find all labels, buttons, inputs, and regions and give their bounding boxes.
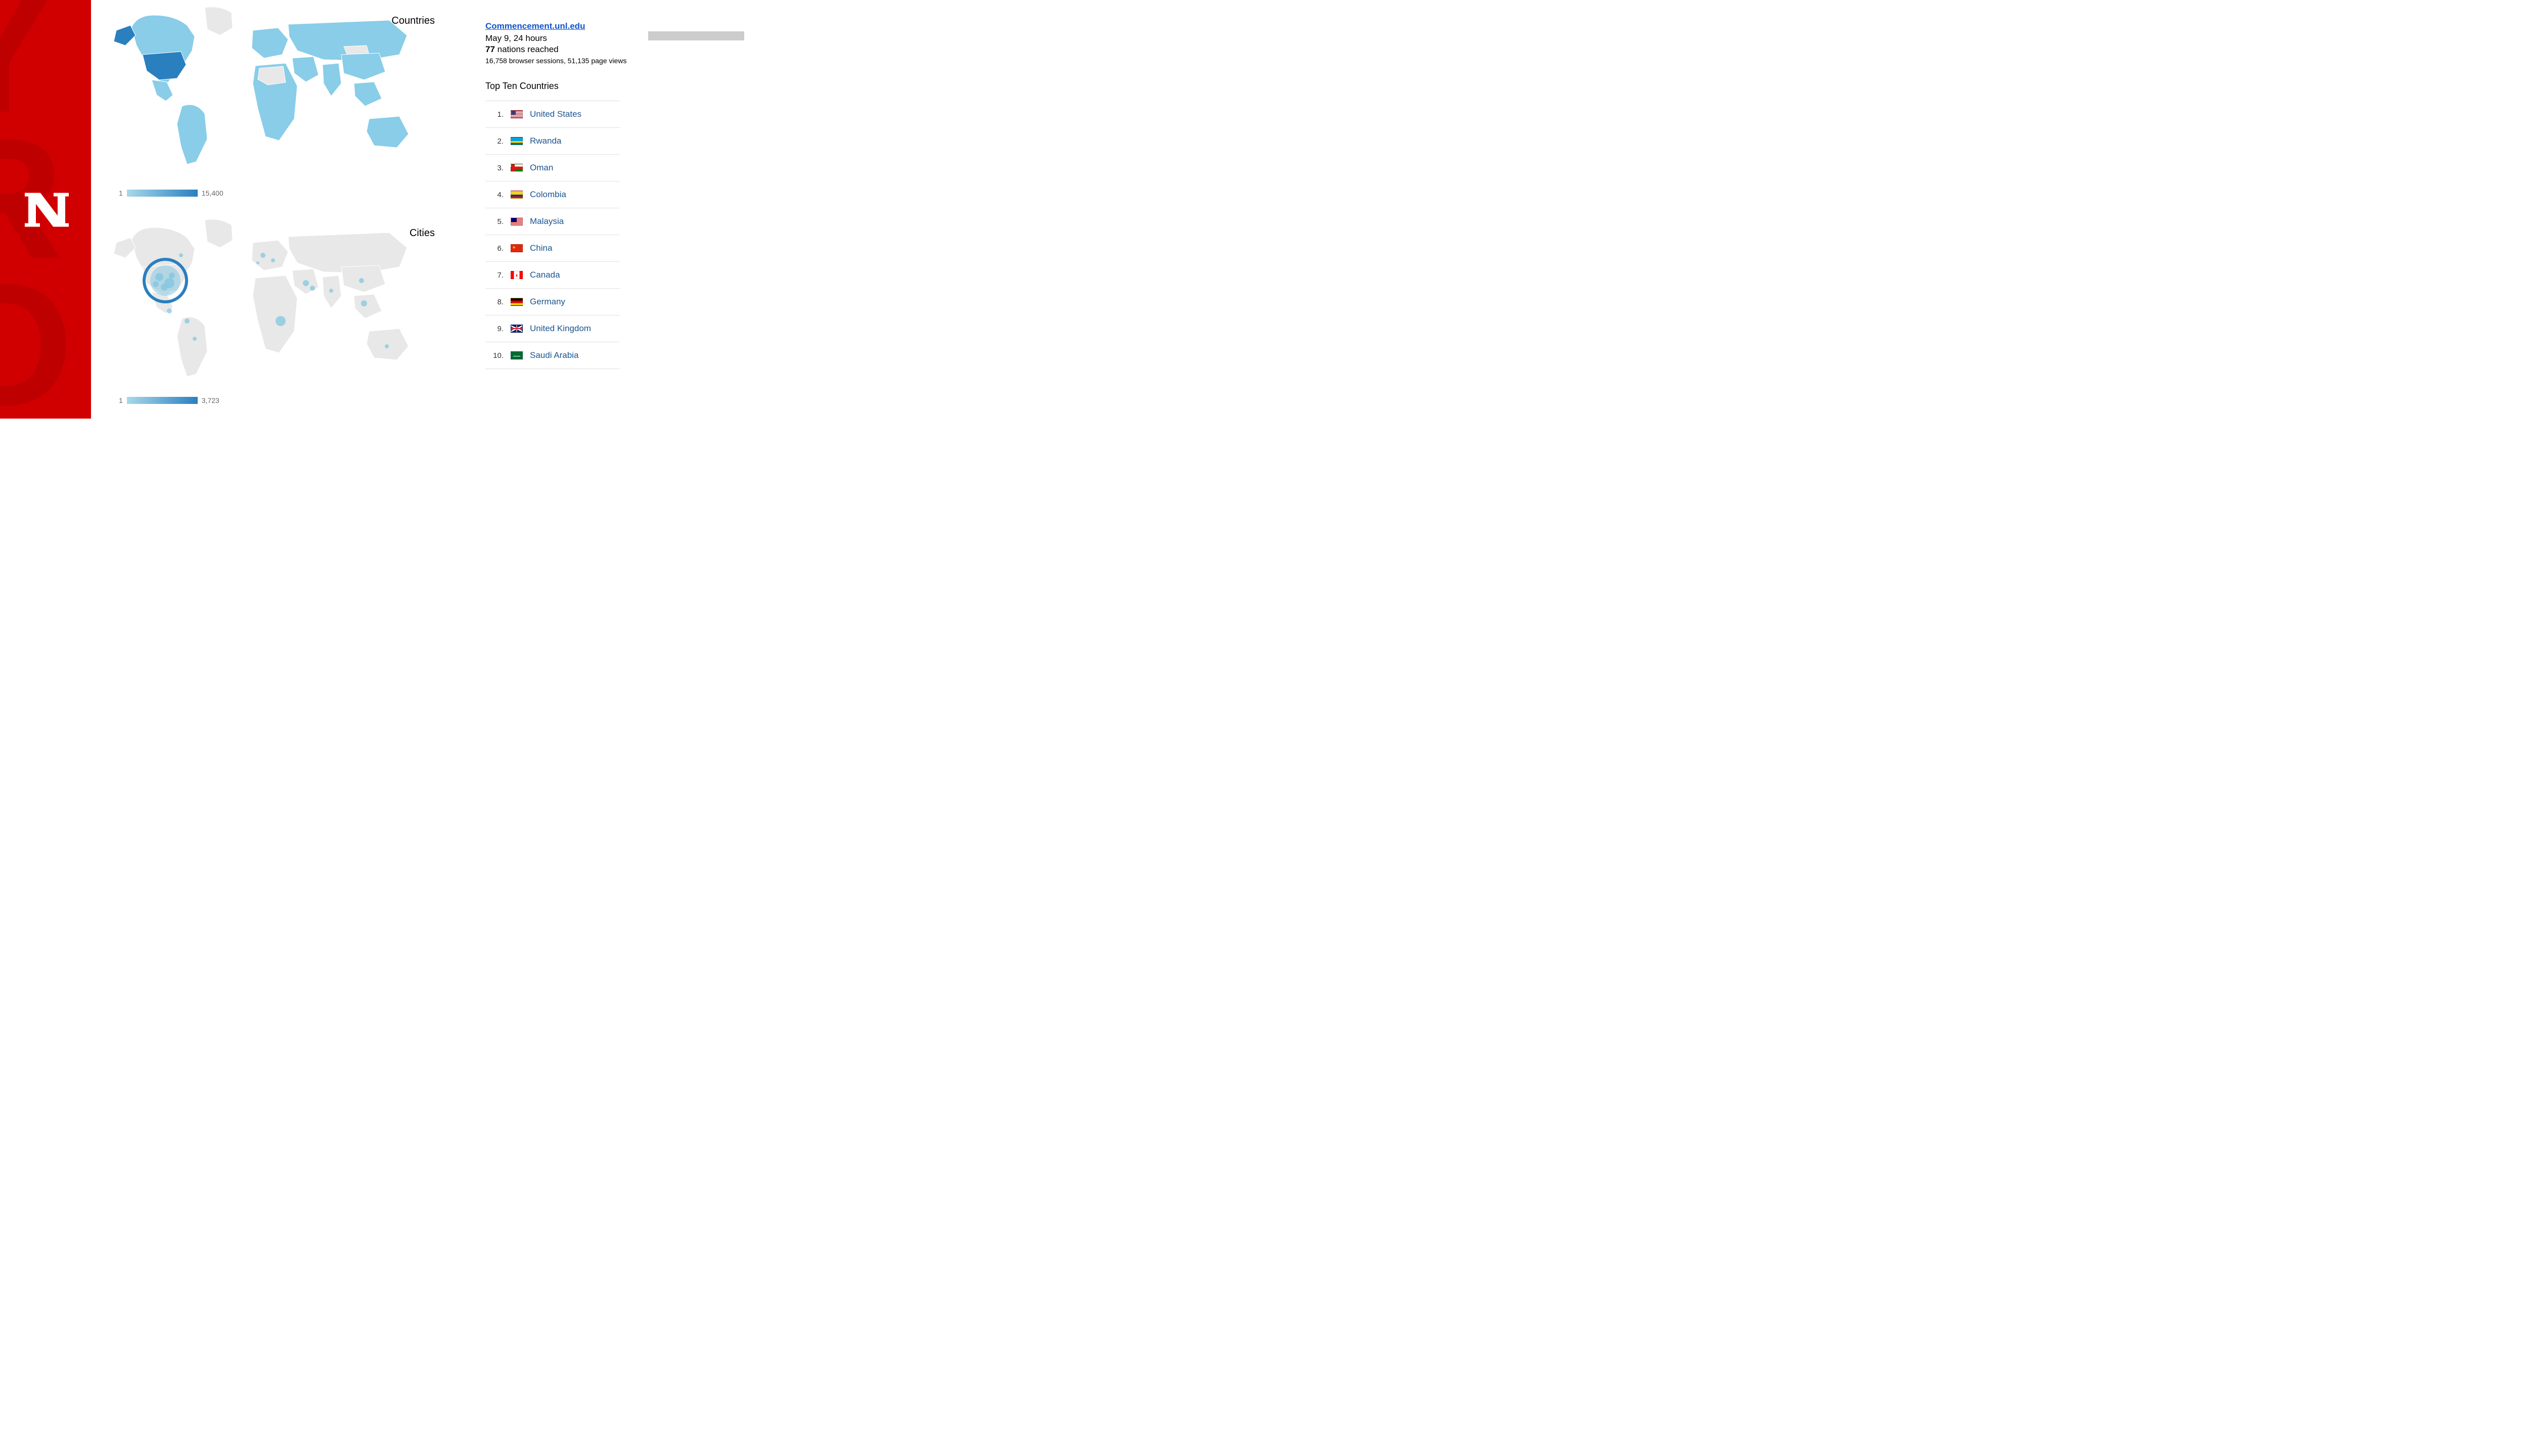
nations-count: 77 (485, 44, 495, 54)
cities-legend-gradient (127, 397, 198, 404)
country-rank: 10. (492, 351, 504, 360)
country-name[interactable]: Saudi Arabia (530, 350, 578, 360)
country-row: 5. Malaysia (485, 208, 619, 235)
cities-legend-min: 1 (119, 396, 123, 404)
countries-legend-max: 15,400 (202, 189, 223, 197)
country-row: 7. Canada (485, 262, 619, 289)
country-name[interactable]: Germany (530, 297, 565, 307)
info-nations: 77 nations reached (485, 44, 627, 55)
country-row: 3. Oman (485, 155, 619, 181)
left-banner: YRO (0, 0, 91, 419)
country-rank: 5. (492, 217, 504, 226)
countries-legend-min: 1 (119, 189, 123, 197)
countries-world-map (106, 0, 430, 182)
flag-icon-om (511, 164, 523, 172)
country-row: 8. Germany (485, 289, 619, 315)
gray-bar (648, 31, 744, 40)
country-name[interactable]: United States (530, 109, 581, 119)
country-table: 1. United States 2. Rwanda 3. Oman 4. Co… (485, 101, 619, 369)
commencement-link[interactable]: Commencement.unl.edu (485, 21, 627, 31)
country-name[interactable]: Oman (530, 163, 553, 173)
country-rank: 6. (492, 244, 504, 253)
countries-map-section: Countries (101, 0, 445, 202)
flag-icon-rw (511, 137, 523, 145)
country-name[interactable]: Malaysia (530, 216, 564, 226)
country-rank: 3. (492, 164, 504, 172)
cities-world-map (106, 212, 430, 394)
country-rank: 2. (492, 137, 504, 146)
country-rank: 7. (492, 271, 504, 280)
flag-icon-de (511, 298, 523, 306)
country-rank: 9. (492, 325, 504, 333)
info-column: Commencement.unl.edu May 9, 24 hours 77 … (485, 21, 627, 369)
nebraska-n-logo (20, 187, 73, 233)
flag-icon-sa (511, 351, 523, 359)
info-stats: 16,758 browser sessions, 51,135 page vie… (485, 57, 627, 65)
country-name[interactable]: United Kingdom (530, 324, 591, 334)
country-name[interactable]: Canada (530, 270, 560, 280)
country-row: 9. United Kingdom (485, 315, 619, 342)
cities-map-legend: 1 3,723 (119, 396, 219, 404)
flag-icon-my (511, 217, 523, 225)
flag-icon-gb (511, 325, 523, 333)
country-name[interactable]: Colombia (530, 190, 566, 200)
country-rank: 4. (492, 191, 504, 199)
info-date: May 9, 24 hours (485, 33, 627, 43)
country-row: 4. Colombia (485, 181, 619, 208)
country-name[interactable]: Rwanda (530, 136, 561, 146)
countries-legend-gradient (127, 190, 198, 197)
flag-icon-cn (511, 244, 523, 252)
flag-icon-co (511, 191, 523, 199)
countries-map-legend: 1 15,400 (119, 189, 223, 197)
flag-icon-us (511, 110, 523, 118)
maps-column: Countries (101, 0, 445, 419)
country-row: 10. Saudi Arabia (485, 342, 619, 369)
top-ten-title: Top Ten Countries (485, 81, 627, 92)
country-row: 6. China (485, 235, 619, 262)
country-name[interactable]: China (530, 243, 552, 253)
country-row: 1. United States (485, 101, 619, 128)
country-rank: 8. (492, 298, 504, 306)
country-row: 2. Rwanda (485, 128, 619, 155)
flag-icon-ca (511, 271, 523, 279)
country-rank: 1. (492, 110, 504, 119)
cities-map-section: Cities (101, 202, 445, 415)
cities-legend-max: 3,723 (202, 396, 219, 404)
nations-label: nations reached (495, 44, 559, 54)
